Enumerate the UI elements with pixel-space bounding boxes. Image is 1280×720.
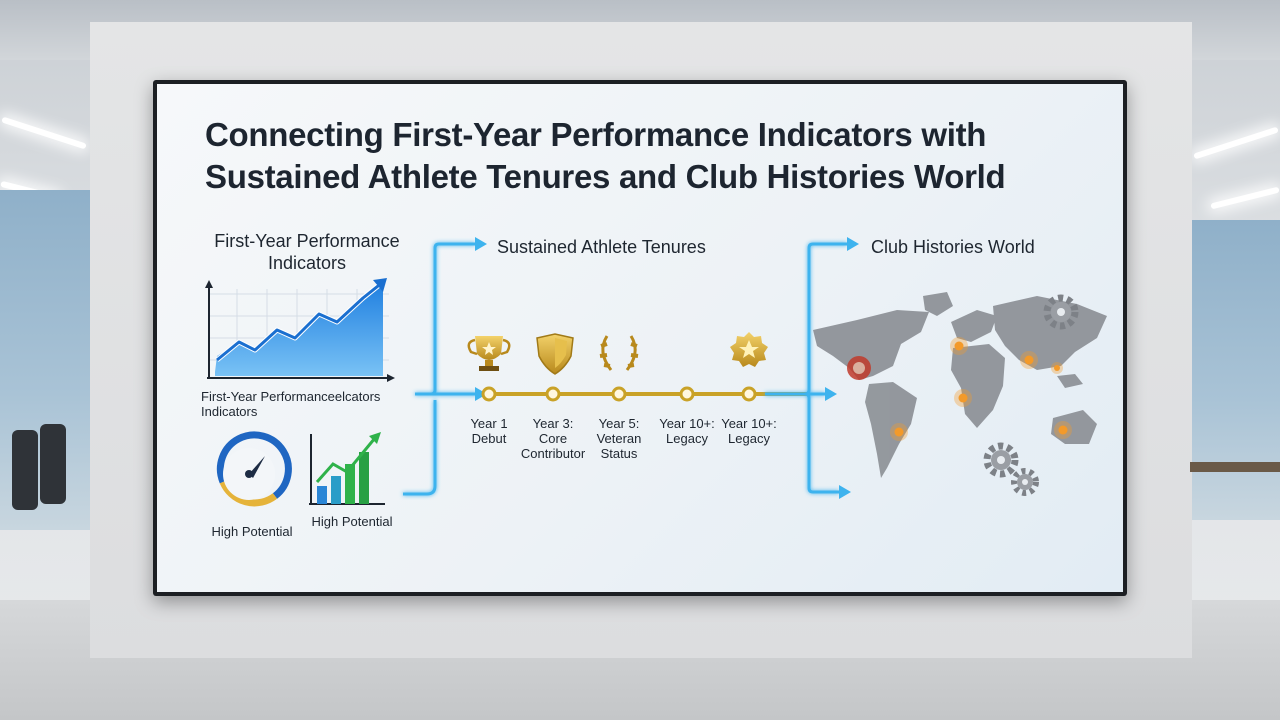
map-pin-icon — [1058, 425, 1068, 435]
connector-arrows — [403, 242, 477, 496]
slide-title: Connecting First-Year Performance Indica… — [205, 116, 1006, 195]
timeline-node — [481, 386, 497, 402]
milestone-label: Year 5: Veteran Status — [596, 416, 642, 461]
tenure-timeline — [481, 386, 807, 402]
arrow-head-icon — [847, 237, 859, 251]
milestone-label: Year 10+: Legacy — [721, 416, 777, 446]
milestone-label: Year 3: Core Contributor — [520, 416, 586, 461]
star-medal-icon — [730, 332, 768, 367]
trophy-icon — [467, 336, 511, 371]
middle-panel-heading: Sustained Athlete Tenures — [497, 237, 706, 257]
gear-icon — [1011, 468, 1039, 496]
timeline-node — [741, 386, 757, 402]
milestone-label: Year 1 Debut — [470, 416, 508, 446]
ceiling-light — [1193, 126, 1279, 160]
gear-icon — [1043, 294, 1079, 330]
ceiling-light — [1210, 186, 1280, 210]
map-pin-icon — [958, 393, 968, 403]
chart-caption: First-Year Performanceelcators Indicator… — [201, 389, 381, 419]
bar-chart-icon — [309, 432, 385, 505]
map-pins — [890, 337, 1072, 441]
map-pin-icon — [1024, 355, 1034, 365]
arrow-head-icon — [475, 387, 487, 401]
laurel-icon — [599, 335, 639, 371]
office-chair — [12, 430, 38, 510]
office-window — [1192, 220, 1280, 520]
map-pin-icon — [954, 341, 964, 351]
arrow-head-icon — [475, 237, 487, 251]
slide: Connecting First-Year Performance Indica… — [157, 84, 1123, 592]
gauge-icon — [216, 431, 292, 507]
map-pin-icon — [1054, 365, 1060, 371]
gauge-caption: High Potential — [211, 524, 293, 539]
arrow-head-icon — [839, 485, 851, 499]
display-screen: Connecting First-Year Performance Indica… — [153, 80, 1127, 596]
gear-icon — [983, 442, 1019, 478]
office-chair — [40, 424, 66, 504]
left-panel-heading: First-Year Performance Indicators — [214, 231, 400, 273]
right-panel-heading: Club Histories World — [871, 237, 1035, 257]
world-map-icon — [813, 292, 1107, 478]
timeline-node — [679, 386, 695, 402]
arrow-head-icon — [825, 387, 837, 401]
map-pin-icon — [894, 427, 904, 437]
bars-caption: High Potential — [311, 514, 393, 529]
slide-graphics — [205, 237, 1107, 507]
desk — [1190, 462, 1280, 472]
shield-icon — [536, 333, 574, 375]
timeline-node — [611, 386, 627, 402]
growth-chart-icon — [205, 278, 395, 382]
timeline-node — [545, 386, 561, 402]
connector-arrows — [765, 242, 847, 494]
milestone-label: Year 10+: Legacy — [659, 416, 715, 446]
ceiling-light — [1, 116, 87, 150]
